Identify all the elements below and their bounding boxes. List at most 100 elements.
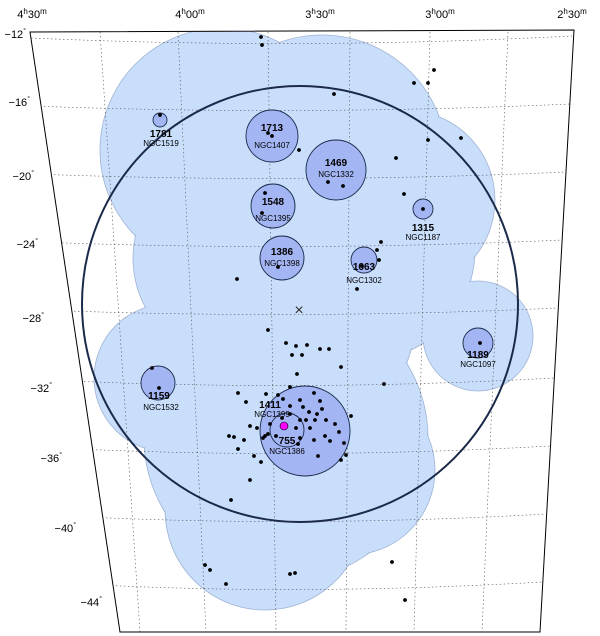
- central-highlight-marker: [279, 421, 289, 431]
- galaxy-points: [44, 35, 570, 602]
- ra-tick-label-0: 4h30m: [17, 7, 47, 21]
- group-circle-1411: [259, 385, 351, 477]
- group-circle-1548: [250, 183, 296, 229]
- group-circle-1159: [140, 365, 176, 401]
- galaxy-point: [248, 424, 252, 428]
- group-label-1386: 1386: [271, 247, 294, 258]
- galaxy-point: [326, 180, 330, 184]
- galaxy-point: [379, 240, 383, 244]
- galaxy-point: [264, 392, 268, 396]
- group-label-1315: 1315: [412, 223, 435, 234]
- group-label-1548: 1548: [262, 197, 285, 208]
- galaxy-point: [259, 35, 263, 39]
- galaxy-point: [235, 277, 239, 281]
- group-ngc-1386: NGC1398: [264, 259, 300, 268]
- galaxy-point: [301, 405, 305, 409]
- galaxy-point: [203, 563, 207, 567]
- galaxy-point: [421, 207, 425, 211]
- group-ngc-1189: NGC1097: [460, 360, 496, 369]
- galaxy-point: [426, 138, 430, 142]
- galaxy-point: [478, 341, 482, 345]
- ra-tick-label-1: 4h00m: [175, 7, 205, 21]
- galaxy-point: [150, 366, 154, 370]
- group-circle-1469: [305, 139, 367, 201]
- galaxy-point: [333, 422, 337, 426]
- galaxy-point: [323, 434, 327, 438]
- galaxy-point: [305, 343, 309, 347]
- ra-tick-label-2: 3h30m: [305, 7, 335, 21]
- group-ngc-1159: NGC1532: [143, 403, 179, 412]
- galaxy-point: [259, 460, 263, 464]
- galaxy-point: [566, 243, 570, 247]
- galaxy-point: [270, 134, 274, 138]
- group-circles: [140, 109, 494, 477]
- galaxy-point: [307, 410, 311, 414]
- dec-tick-label-7: −40°: [55, 521, 77, 535]
- galaxy-point: [290, 353, 294, 357]
- dec-axis-labels: −12° −16° −20° −24° −28° −32° −36° −40° …: [5, 27, 103, 609]
- group-label-1411: 1411: [259, 400, 281, 411]
- galaxy-point: [44, 203, 48, 207]
- galaxy-point: [263, 191, 267, 195]
- galaxy-point: [298, 398, 302, 402]
- galaxy-point: [280, 416, 284, 420]
- galaxy-point: [298, 418, 302, 422]
- galaxy-point: [337, 430, 341, 434]
- galaxy-point: [315, 412, 319, 416]
- galaxy-point: [342, 441, 346, 445]
- galaxy-point: [281, 397, 285, 401]
- galaxy-point: [288, 572, 292, 576]
- galaxy-point: [390, 560, 394, 564]
- group-ngc-1781: NGC1519: [143, 139, 179, 148]
- galaxy-point: [402, 192, 406, 196]
- galaxy-point: [308, 426, 312, 430]
- group-ngc-1315: NGC1187: [406, 233, 442, 242]
- dec-tick-label-5: −32°: [31, 381, 53, 395]
- group-ngc-1713: NGC1407: [254, 141, 290, 150]
- group-circle-755: [269, 412, 305, 448]
- galaxy-point: [288, 385, 292, 389]
- galaxy-point: [324, 418, 328, 422]
- galaxy-point: [227, 434, 231, 438]
- group-label-1159: 1159: [148, 391, 170, 402]
- group-ngc-755: NGC1386: [269, 447, 305, 456]
- group-circle-1781: [152, 112, 168, 128]
- galaxy-point: [320, 407, 324, 411]
- ra-tick-label-3: 3h00m: [425, 7, 455, 21]
- galaxy-point: [244, 400, 248, 404]
- galaxy-point: [293, 571, 297, 575]
- group-labels: 1781 NGC1519 1713 NGC1407 1469 NGC1332 1…: [143, 123, 496, 456]
- group-circle-1663: [350, 246, 378, 274]
- dec-tick-label-8: −44°: [81, 595, 103, 609]
- galaxy-point: [339, 365, 343, 369]
- group-ngc-1663: NGC1302: [346, 276, 382, 285]
- galaxy-point: [296, 442, 300, 446]
- galaxy-point: [432, 68, 436, 72]
- galaxy-point: [236, 447, 240, 451]
- ra-axis-labels: 4h30m 4h00m 3h30m 3h00m 2h30m: [17, 7, 587, 21]
- galaxy-point: [318, 399, 322, 403]
- galaxy-point: [295, 372, 299, 376]
- galaxy-point: [263, 434, 267, 438]
- galaxy-point: [312, 438, 316, 442]
- galaxy-point: [382, 382, 386, 386]
- group-label-755: 755: [279, 436, 296, 447]
- dec-tick-label-1: −16°: [9, 95, 31, 109]
- galaxy-point: [328, 439, 332, 443]
- galaxy-point: [260, 211, 264, 215]
- galaxy-point: [332, 92, 336, 96]
- galaxy-point: [313, 418, 317, 422]
- galaxy-point: [294, 344, 298, 348]
- group-label-1469: 1469: [325, 158, 348, 169]
- galaxy-point: [316, 454, 320, 458]
- galaxy-point: [341, 184, 345, 188]
- galaxy-point: [255, 426, 259, 430]
- galaxy-point: [224, 582, 228, 586]
- galaxy-point: [276, 265, 280, 269]
- galaxy-point: [157, 386, 161, 390]
- galaxy-point: [248, 478, 252, 482]
- galaxy-point: [394, 156, 398, 160]
- galaxy-point: [208, 568, 212, 572]
- galaxy-point: [288, 404, 292, 408]
- galaxy-point: [297, 148, 301, 152]
